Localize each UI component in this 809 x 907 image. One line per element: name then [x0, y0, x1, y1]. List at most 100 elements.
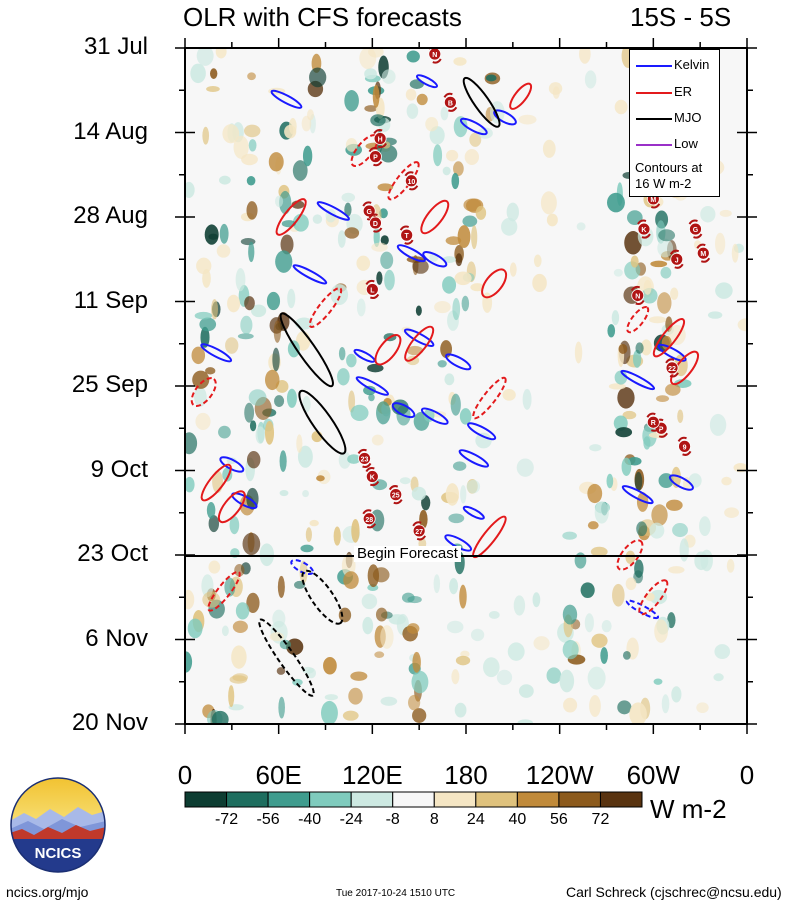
olr-anomaly-cell: [406, 103, 419, 119]
olr-anomaly-cell: [630, 255, 639, 268]
olr-anomaly-cell: [453, 116, 468, 138]
axis-ticks: [175, 38, 757, 734]
kelvin-contour: [620, 369, 656, 391]
olr-anomaly-cell: [316, 475, 325, 482]
olr-anomaly-cell: [696, 702, 709, 714]
olr-anomaly-cell: [496, 669, 513, 686]
olr-anomaly-cell: [507, 642, 525, 661]
olr-anomaly-cell: [374, 651, 385, 658]
olr-anomaly-cell: [542, 139, 556, 158]
olr-anomaly-cell: [649, 522, 665, 539]
olr-anomaly-cell: [227, 294, 241, 313]
olr-anomaly-cell: [379, 144, 398, 163]
olr-anomaly-cell: [421, 495, 431, 511]
tropical-cyclone-label: 22: [668, 366, 676, 373]
olr-anomaly-cell: [453, 161, 464, 176]
olr-anomaly-cell: [302, 145, 313, 167]
olr-anomaly-cell: [625, 550, 636, 564]
y-tick-label: 6 Nov: [85, 624, 148, 652]
olr-anomaly-cell: [347, 454, 361, 464]
olr-anomaly-cell: [591, 633, 608, 648]
olr-anomaly-cell: [415, 305, 422, 316]
olr-anomaly-cell: [425, 117, 439, 132]
er-contour: [308, 287, 343, 328]
tropical-cyclone-marker: B: [443, 92, 458, 112]
olr-anomaly-cell: [700, 549, 713, 572]
olr-anomaly-cell: [279, 190, 292, 215]
olr-anomaly-cell: [532, 273, 547, 292]
olr-anomaly-cell: [367, 363, 384, 373]
olr-anomaly-cell: [671, 686, 682, 703]
olr-anomaly-cell: [731, 243, 739, 263]
olr-anomaly-cell: [341, 554, 356, 577]
olr-anomaly-cell: [274, 195, 284, 208]
olr-anomaly-cell: [594, 501, 609, 524]
olr-anomaly-cell: [589, 444, 602, 452]
olr-anomaly-cell: [576, 222, 586, 231]
olr-anomaly-cell: [660, 266, 672, 279]
olr-anomaly-cell: [381, 69, 396, 84]
olr-anomaly-cell: [244, 402, 255, 423]
olr-anomaly-cell: [195, 412, 211, 430]
colorbar-label: -56: [256, 811, 280, 828]
olr-anomaly-cell: [461, 295, 470, 312]
olr-anomaly-cell: [272, 347, 280, 372]
olr-anomaly-cell: [362, 616, 374, 635]
olr-anomaly-cell: [225, 337, 239, 354]
olr-anomaly-cell: [250, 304, 267, 318]
olr-anomaly-cell: [342, 710, 359, 721]
kelvin-contour: [219, 456, 245, 473]
olr-anomaly-cell: [337, 230, 346, 248]
olr-anomaly-cell: [287, 288, 296, 309]
olr-anomaly-cell: [210, 68, 218, 79]
olr-anomaly-cell: [279, 639, 291, 650]
er-contour: [509, 82, 533, 110]
olr-anomaly-cell: [721, 476, 732, 486]
olr-anomaly-cell: [368, 393, 375, 402]
olr-anomaly-cell: [216, 244, 231, 258]
olr-anomaly-cell: [688, 473, 702, 488]
olr-anomaly-cell: [540, 191, 557, 215]
olr-anomaly-cell: [485, 74, 497, 82]
olr-anomaly-cell: [338, 346, 346, 361]
olr-anomaly-cell: [587, 666, 606, 690]
legend-label-kelvin: Kelvin: [674, 57, 710, 72]
olr-anomaly-cell: [240, 238, 256, 246]
er-contour: [190, 377, 217, 407]
olr-anomaly-cell: [208, 560, 221, 574]
olr-anomaly-cell: [552, 86, 560, 99]
tropical-cyclone-marker: T: [399, 225, 414, 245]
tropical-cyclone-label: L: [370, 287, 375, 294]
olr-anomaly-cell: [350, 671, 368, 681]
y-tick-label: 31 Jul: [83, 33, 148, 60]
olr-anomaly-cell: [246, 176, 256, 186]
olr-anomaly-cell: [650, 260, 668, 268]
kelvin-contour: [396, 244, 426, 263]
olr-anomaly-cell: [446, 620, 464, 634]
tropical-cyclone-label: 28: [365, 517, 373, 524]
olr-anomaly-cell: [713, 673, 724, 682]
colorbar-swatch: [558, 791, 601, 808]
olr-anomaly-cell: [622, 650, 631, 660]
colorbar-label: 56: [550, 811, 568, 828]
olr-anomaly-cell: [449, 578, 459, 595]
ncics-logo[interactable]: NCICS: [10, 777, 106, 873]
logo-text: NCICS: [35, 845, 82, 862]
olr-anomaly-cell: [408, 694, 421, 711]
olr-anomaly-cell: [617, 700, 632, 715]
footer-url[interactable]: ncics.org/mjo: [6, 884, 89, 900]
olr-anomaly-cell: [419, 509, 428, 529]
kelvin-contour: [459, 117, 488, 136]
kelvin-contour: [290, 559, 314, 576]
olr-anomaly-cell: [302, 490, 309, 498]
tropical-cyclone-label: R: [651, 420, 656, 427]
olr-anomaly-cell: [367, 564, 380, 588]
olr-anomaly-cell: [278, 696, 285, 719]
olr-anomaly-cell: [240, 315, 253, 335]
olr-anomaly-cell: [506, 202, 519, 222]
x-tick-label: 0: [739, 760, 755, 790]
tropical-cyclone-label: B: [448, 100, 453, 107]
kelvin-contour: [668, 474, 694, 491]
olr-anomaly-cell: [462, 215, 478, 227]
y-tick-label: 11 Sep: [73, 286, 148, 314]
